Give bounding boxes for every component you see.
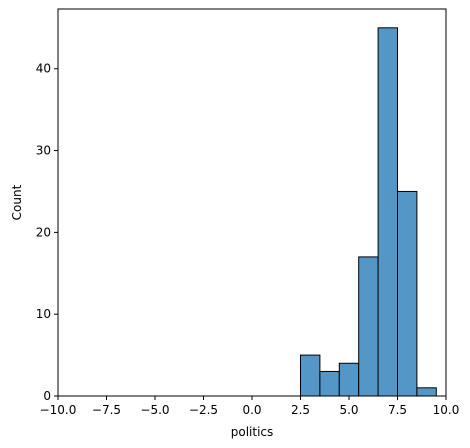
- x-tick-label: 7.5: [388, 403, 407, 417]
- histogram-bar-0: [300, 354, 321, 397]
- y-tick-label: 40: [36, 62, 51, 76]
- histogram-bar-6: [416, 387, 437, 397]
- histogram-bar-3: [358, 256, 379, 397]
- y-tick-label: 30: [36, 144, 51, 158]
- x-tick-label: 5.0: [339, 403, 358, 417]
- y-axis-label: Count: [10, 184, 24, 220]
- y-tick-label: 0: [43, 389, 51, 403]
- x-axis-label: politics: [231, 425, 274, 439]
- x-tick-label: 10.0: [433, 403, 460, 417]
- x-ticks-group: −10.0 −7.5 −5.0 −2.5 0.0 2.5 5.0 7.5 10.0: [40, 396, 460, 417]
- y-tick-label: 10: [36, 307, 51, 321]
- y-ticks-group: 0 10 20 30 40: [36, 62, 58, 403]
- histogram-bar-2: [338, 362, 360, 397]
- x-tick-label: 0.0: [242, 403, 261, 417]
- x-tick-label: −2.5: [189, 403, 218, 417]
- y-tick-label: 20: [36, 225, 51, 239]
- histogram-bar-5: [397, 190, 418, 397]
- plot-frame: [57, 8, 447, 397]
- x-tick-label: 2.5: [291, 403, 310, 417]
- x-tick-label: −5.0: [140, 403, 169, 417]
- x-tick-label: −7.5: [92, 403, 121, 417]
- x-tick-label: −10.0: [40, 403, 77, 417]
- bars-group: [300, 27, 437, 397]
- histogram-bar-1: [319, 370, 340, 397]
- histogram-bar-4: [377, 27, 399, 397]
